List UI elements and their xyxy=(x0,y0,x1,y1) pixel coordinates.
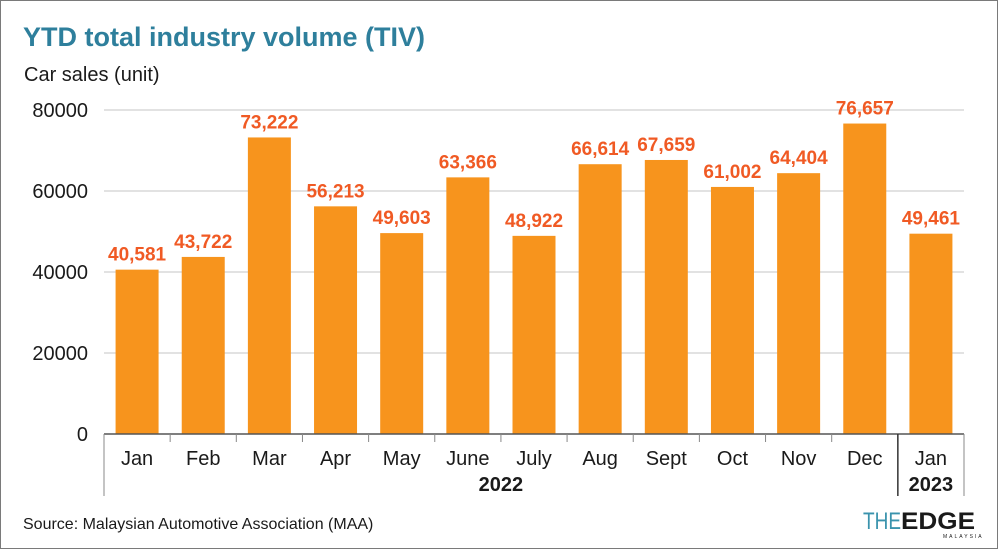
chart-title: YTD total industry volume (TIV) xyxy=(23,22,425,52)
bar xyxy=(644,159,688,434)
data-label: 56,213 xyxy=(306,181,364,202)
bar xyxy=(777,173,821,434)
logo-the: THE xyxy=(863,508,901,535)
bar xyxy=(181,256,225,434)
bar xyxy=(446,177,490,434)
data-label: 49,461 xyxy=(902,209,961,230)
logo-edge: EDGE xyxy=(901,508,975,535)
y-tick-label: 40000 xyxy=(32,262,88,284)
data-label: 64,404 xyxy=(770,148,829,169)
year-label: 2023 xyxy=(909,474,954,496)
bar xyxy=(380,233,424,434)
x-tick-label: Nov xyxy=(781,448,817,470)
x-tick-label: Oct xyxy=(717,448,749,470)
data-label: 63,366 xyxy=(439,152,497,173)
data-label: 73,222 xyxy=(240,112,298,133)
bar xyxy=(247,137,291,434)
bar xyxy=(314,206,358,434)
bar xyxy=(843,123,887,434)
x-tick-label: Feb xyxy=(186,448,220,470)
data-label: 66,614 xyxy=(571,139,630,160)
x-tick-label: Jan xyxy=(915,448,947,470)
bar xyxy=(578,164,622,434)
source-note: Source: Malaysian Automotive Association… xyxy=(23,516,373,533)
bar xyxy=(909,233,953,434)
x-tick-label: Dec xyxy=(847,448,883,470)
data-label: 48,922 xyxy=(505,211,563,232)
y-tick-label: 60000 xyxy=(32,181,88,203)
x-tick-label: Aug xyxy=(582,448,618,470)
x-tick-label: Mar xyxy=(252,448,287,470)
y-tick-label: 20000 xyxy=(32,343,88,365)
the-edge-logo: THE EDGE MALAYSIA xyxy=(863,508,984,540)
y-tick-label: 0 xyxy=(77,424,88,446)
data-label: 43,722 xyxy=(174,232,232,253)
data-label: 40,581 xyxy=(108,245,167,266)
x-tick-label: June xyxy=(446,448,489,470)
data-label: 76,657 xyxy=(836,99,894,120)
data-label: 61,002 xyxy=(703,162,761,183)
data-label: 67,659 xyxy=(637,135,695,156)
data-label: 49,603 xyxy=(373,208,431,229)
x-tick-label: Sept xyxy=(646,448,688,470)
bar xyxy=(115,269,159,434)
x-tick-label: Jan xyxy=(121,448,153,470)
bar xyxy=(710,186,754,434)
bar xyxy=(512,235,556,434)
logo-sub: MALAYSIA xyxy=(943,534,984,540)
x-tick-label: July xyxy=(516,448,552,470)
x-tick-label: May xyxy=(383,448,421,470)
y-tick-label: 80000 xyxy=(32,100,88,122)
x-tick-label: Apr xyxy=(320,448,351,470)
y-axis-label: Car sales (unit) xyxy=(24,64,160,86)
year-label: 2022 xyxy=(479,474,524,496)
